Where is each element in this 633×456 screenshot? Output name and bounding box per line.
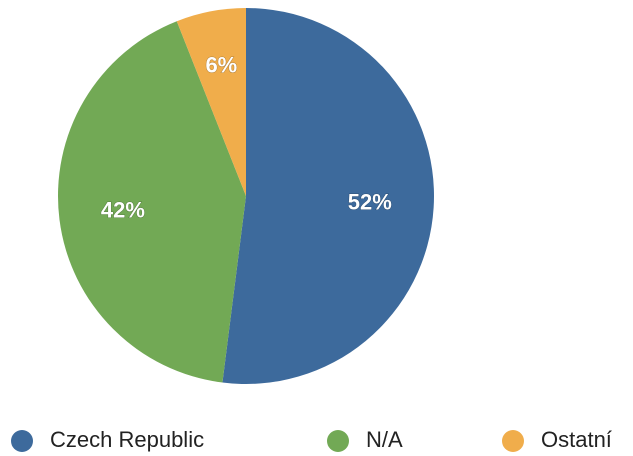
slice-label: 6% [205,53,237,78]
legend-swatch [11,430,33,452]
pie-slice [222,8,434,384]
legend-swatch [502,430,524,452]
pie-slice [57,21,247,383]
legend-label: N/A [366,427,403,452]
legend-swatch [327,430,349,452]
legend-label: Czech Republic [50,427,204,452]
pie-slice [176,8,246,196]
slice-label: 52% [348,190,392,215]
legend-label: Ostatní [541,427,612,452]
slice-label: 42% [101,197,145,222]
